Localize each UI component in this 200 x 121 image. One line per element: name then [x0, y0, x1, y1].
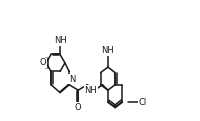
- Text: NH: NH: [54, 36, 66, 45]
- Text: N: N: [69, 75, 76, 84]
- Text: Cl: Cl: [139, 98, 147, 107]
- Text: NH: NH: [101, 46, 114, 55]
- Text: NH: NH: [85, 86, 97, 95]
- Text: O: O: [40, 58, 46, 67]
- Text: O: O: [75, 103, 82, 112]
